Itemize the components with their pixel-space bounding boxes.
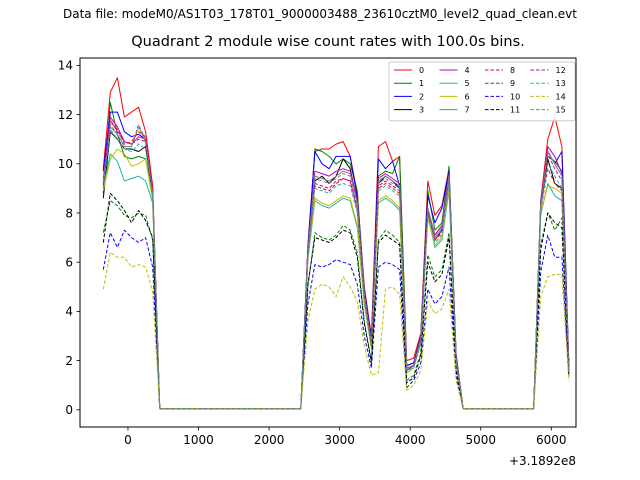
legend-label: 9 [510, 79, 515, 88]
legend-label: 0 [419, 66, 424, 75]
series-line-15 [102, 123, 570, 410]
legend-frame [388, 61, 576, 122]
x-tick-label: 6000 [536, 433, 567, 447]
series-line-5 [102, 153, 570, 410]
legend-label: 11 [510, 106, 520, 115]
legend-label: 1 [419, 79, 424, 88]
legend-label: 15 [556, 106, 566, 115]
y-tick-label: 12 [58, 108, 73, 122]
legend-label: 8 [510, 66, 515, 75]
series-line-10 [102, 229, 570, 410]
chart-title: Quadrant 2 module wise count rates with … [131, 34, 525, 50]
y-tick-label: 2 [65, 354, 73, 368]
series-line-11 [102, 192, 570, 410]
series-line-2 [102, 111, 570, 410]
series-line-4 [102, 116, 570, 410]
series-line-14 [102, 251, 570, 410]
series-line-3 [102, 131, 570, 410]
legend-label: 3 [419, 106, 424, 115]
x-tick-label: 5000 [465, 433, 496, 447]
y-tick-label: 8 [65, 206, 73, 220]
legend-label: 6 [465, 92, 470, 101]
series-line-7 [102, 126, 570, 410]
x-tick-label: 0 [124, 433, 132, 447]
plot-area [102, 77, 570, 410]
series-line-6 [102, 148, 570, 410]
series-line-0 [102, 77, 570, 410]
y-tick-label: 6 [65, 255, 73, 269]
legend-label: 4 [465, 66, 470, 75]
x-tick-label: 3000 [324, 433, 355, 447]
y-axis: 0 2 4 6 8 10 12 14 [58, 59, 80, 417]
x-tick-label: 2000 [254, 433, 285, 447]
series-line-8 [102, 121, 570, 410]
series-line-12 [102, 119, 570, 410]
legend-label: 5 [465, 79, 470, 88]
x-axis-offset-label: +3.1892e8 [509, 454, 576, 468]
y-tick-label: 10 [58, 157, 73, 171]
legend-label: 13 [556, 79, 566, 88]
axes-frame [79, 57, 577, 428]
suptitle: Data file: modeM0/AS1T03_178T01_90000034… [63, 7, 577, 21]
y-tick-label: 14 [58, 59, 73, 73]
y-tick-label: 4 [65, 305, 73, 319]
x-axis: 0 1000 2000 3000 4000 5000 6000 [124, 427, 567, 447]
x-tick-label: 1000 [183, 433, 214, 447]
series-line-1 [102, 101, 570, 410]
legend-label: 12 [556, 66, 566, 75]
legend-label: 2 [419, 92, 424, 101]
y-tick-label: 0 [65, 403, 73, 417]
x-tick-label: 4000 [395, 433, 426, 447]
legend-label: 14 [556, 92, 566, 101]
series-line-9 [102, 200, 570, 410]
legend-label: 10 [510, 92, 520, 101]
legend-label: 7 [465, 106, 470, 115]
